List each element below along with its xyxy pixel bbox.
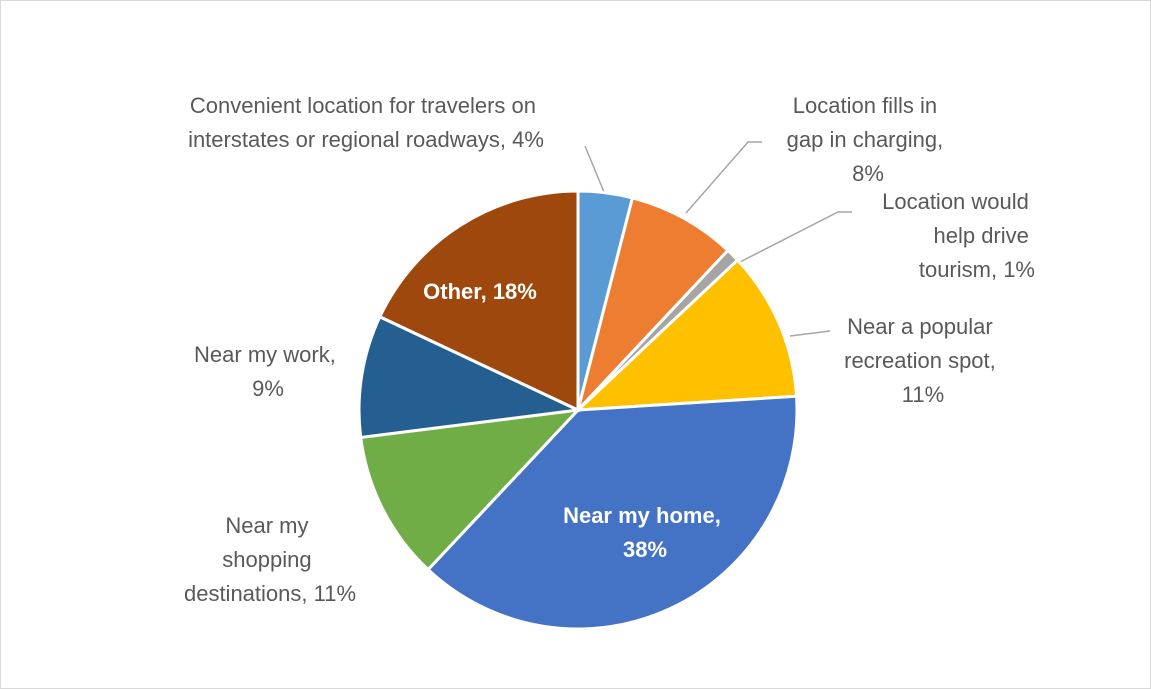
data-label-line: tourism, 1% xyxy=(919,257,1035,282)
data-label-line: Other, 18% xyxy=(423,279,537,304)
data-label-line: interstates or regional roadways, 4% xyxy=(188,127,544,152)
data-label-line: recreation spot, xyxy=(844,348,1002,373)
data-label-line: 9% xyxy=(252,376,284,401)
data-label-line: 11% xyxy=(902,382,944,407)
data-label-line: Near my work, xyxy=(194,342,342,367)
data-label-line: gap in charging, xyxy=(787,127,950,152)
pie-slice xyxy=(573,257,799,412)
pie-slice xyxy=(357,314,584,440)
pie-slice xyxy=(377,189,580,413)
data-label-line: shopping xyxy=(222,547,317,572)
data-label-line: 8% xyxy=(852,161,884,186)
data-label-line: help drive xyxy=(933,223,1035,248)
data-label-line: Near my home, xyxy=(563,503,727,528)
leader-line xyxy=(737,211,852,264)
pie-slice xyxy=(425,394,799,631)
data-label: Other, 18% xyxy=(423,279,537,304)
data-label-line: Location fills in xyxy=(793,93,943,118)
data-label: Near my shopping destinations, 11% xyxy=(184,513,356,606)
data-label-line: Near a popular xyxy=(847,314,999,339)
data-label-line: Near my xyxy=(225,513,314,538)
data-label-line: Convenient location for travelers on xyxy=(190,93,542,118)
leader-line xyxy=(685,141,762,214)
data-label-line: Location would xyxy=(882,189,1035,214)
leader-line xyxy=(789,330,831,337)
data-label: Near my work, 9% xyxy=(194,342,342,401)
data-label: Location would help drive tourism, 1% xyxy=(882,189,1035,282)
leader-line xyxy=(584,145,605,193)
pie-slice xyxy=(359,407,582,572)
slices xyxy=(357,189,799,631)
data-label-line: 38% xyxy=(623,537,667,562)
data-label-line: destinations, 11% xyxy=(184,581,356,606)
data-label: Convenient location for travelers on int… xyxy=(188,93,544,152)
data-label: Location fills in gap in charging, 8% xyxy=(787,93,950,186)
data-label: Near a popular recreation spot, 11% xyxy=(844,314,1002,407)
pie-slice xyxy=(576,196,731,412)
data-label: Near my home, 38% xyxy=(563,503,727,562)
leader-lines xyxy=(584,141,852,337)
